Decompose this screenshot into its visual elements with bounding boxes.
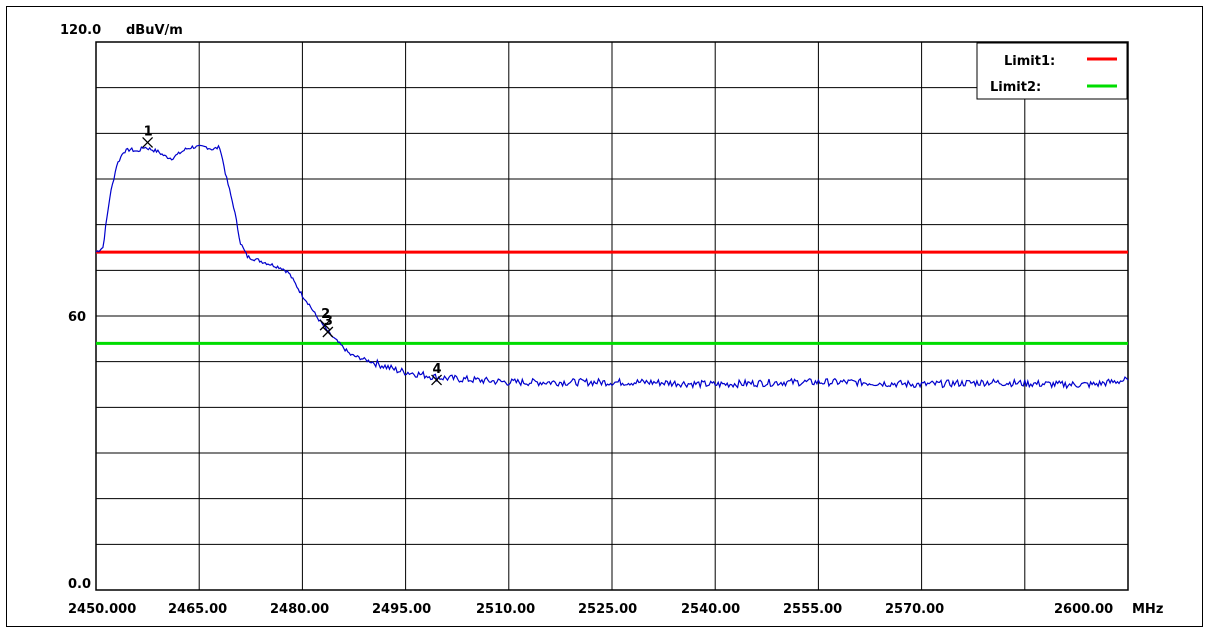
x-tick-label: 2525.00 bbox=[578, 602, 637, 617]
x-tick-label: 2480.00 bbox=[270, 602, 329, 617]
marker-1-cross bbox=[142, 137, 154, 148]
x-unit-label: MHz bbox=[1132, 602, 1163, 617]
marker-3-cross bbox=[322, 326, 334, 338]
legend-limit1-label: Limit1: bbox=[1004, 54, 1055, 69]
y-mid-label: 60 bbox=[68, 310, 86, 325]
marker-2-cross bbox=[319, 319, 331, 331]
x-tick-label: 2570.00 bbox=[885, 602, 944, 617]
y-unit-label: dBuV/m bbox=[126, 23, 183, 38]
x-tick-label: 2450.000 bbox=[68, 602, 136, 617]
limit-lines bbox=[96, 250, 1128, 345]
marker-3-label: 3 bbox=[324, 314, 333, 329]
marker-1-label: 1 bbox=[144, 124, 153, 139]
marker-4-label: 4 bbox=[433, 362, 442, 377]
x-tick-label: 2465.00 bbox=[168, 602, 227, 617]
y-bottom-label: 0.0 bbox=[68, 577, 91, 592]
x-tick-label: 2540.00 bbox=[681, 602, 740, 617]
x-tick-labels: 2450.000 2465.00 2480.00 2495.00 2510.00 2525… bbox=[68, 602, 1113, 617]
markers: 1 23 4 bbox=[142, 124, 443, 386]
legend-box bbox=[976, 42, 1128, 100]
legend-limit2-label: Limit2: bbox=[990, 80, 1041, 95]
legend: Limit1: Limit2: bbox=[976, 42, 1128, 100]
grid bbox=[95, 41, 1129, 591]
x-tick-label: 2495.00 bbox=[372, 602, 431, 617]
x-tick-label: 2555.00 bbox=[783, 602, 842, 617]
y-top-label: 120.0 bbox=[60, 23, 101, 38]
measurement-trace bbox=[95, 144, 1129, 390]
x-tick-label: 2600.00 bbox=[1054, 602, 1113, 617]
marker-4-cross bbox=[431, 374, 443, 386]
x-tick-label: 2510.00 bbox=[476, 602, 535, 617]
marker-2-label: 2 bbox=[321, 307, 330, 322]
